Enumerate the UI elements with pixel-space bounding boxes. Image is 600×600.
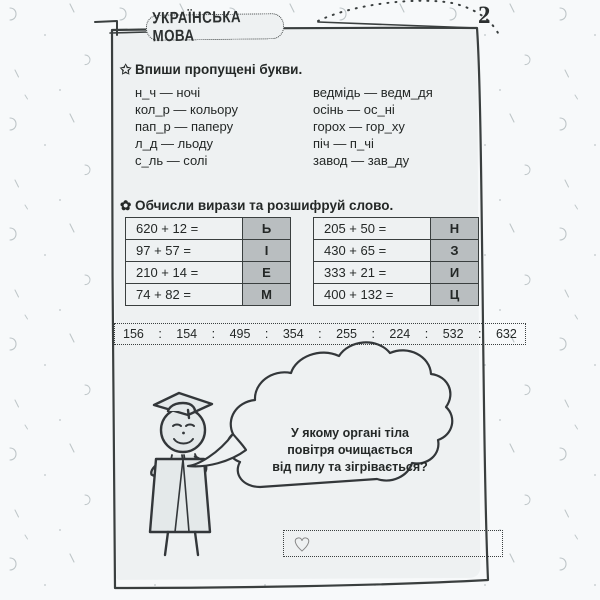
svg-text:2: 2: [478, 2, 491, 29]
